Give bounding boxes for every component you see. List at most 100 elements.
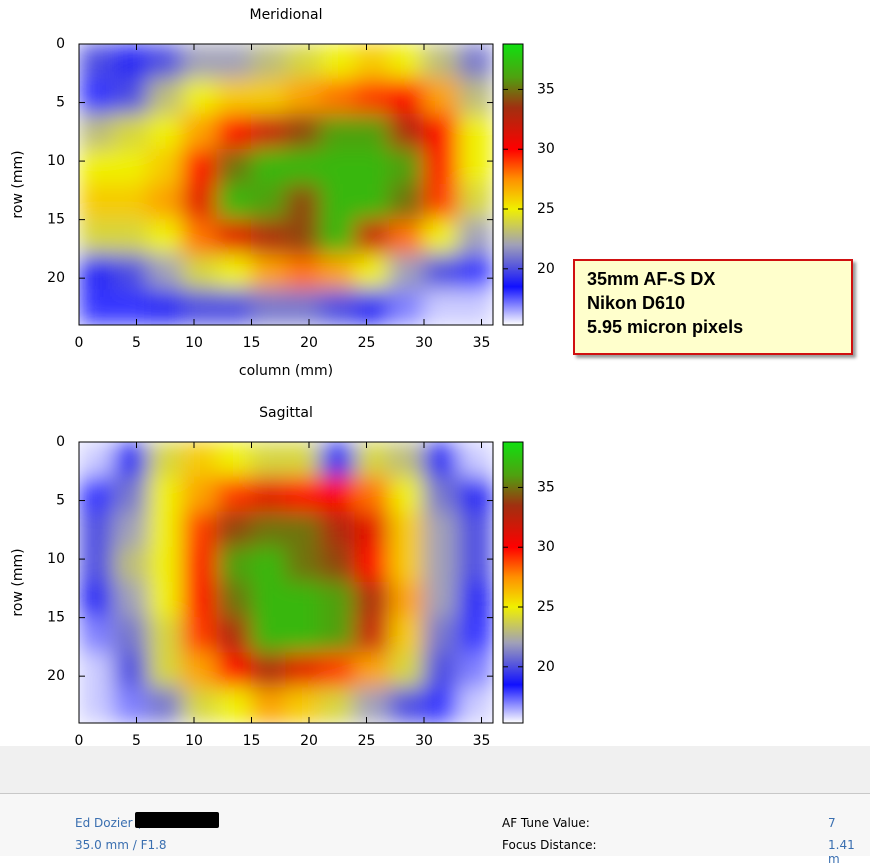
y-axis-label: row (mm): [10, 548, 26, 616]
x-tick-label: 30: [415, 335, 433, 351]
heat-cell: [79, 148, 114, 185]
heat-cell: [147, 289, 183, 325]
heat-cell: [423, 687, 459, 723]
heat-cell: [458, 289, 493, 325]
heat-cell: [251, 442, 287, 478]
heat-cell: [285, 546, 321, 583]
heat-cell: [354, 546, 390, 583]
charts: Meridional 0 5 10 15 20 25 30 35 0 5 10 15 20 column (…: [10, 7, 555, 746]
y-tick-label: 5: [56, 493, 65, 509]
heat-cell: [182, 476, 218, 513]
heat-cell: [389, 652, 425, 689]
heat-cell: [147, 184, 183, 221]
heat-cell: [285, 442, 321, 478]
heat-cell: [389, 113, 425, 150]
heat-cell: [79, 254, 114, 291]
heat-cell: [113, 254, 149, 291]
heat-cell: [147, 511, 183, 548]
heat-cell: [458, 476, 493, 513]
heat-cell: [320, 442, 356, 478]
heat-cell: [285, 113, 321, 150]
heat-cell: [354, 148, 390, 185]
focus-distance-value: 1.41 m: [828, 838, 855, 866]
heat-cell: [251, 254, 287, 291]
heat-cell: [389, 582, 425, 619]
heat-cell: [79, 511, 114, 548]
annotation-line: 35mm AF-S DX: [587, 269, 716, 289]
heat-cell: [389, 78, 425, 115]
x-tick-label: 10: [185, 335, 203, 351]
colorbar-tick-label: 20: [537, 261, 555, 277]
heat-cell: [458, 511, 493, 548]
heat-cell: [79, 442, 114, 478]
heat-cell: [251, 219, 287, 256]
redaction: [135, 812, 219, 828]
heat-cell: [320, 289, 356, 325]
heat-cell: [458, 44, 493, 80]
heat-cell: [113, 219, 149, 256]
heat-cell: [182, 219, 218, 256]
heat-cell: [389, 148, 425, 185]
heat-cell: [389, 219, 425, 256]
heat-cell: [389, 476, 425, 513]
heat-cell: [79, 476, 114, 513]
heat-cell: [423, 78, 459, 115]
heat-cell: [354, 113, 390, 150]
x-tick-label: 25: [358, 733, 376, 746]
heat-cell: [113, 44, 149, 80]
y-tick-label: 15: [47, 610, 65, 626]
x-tick-label: 25: [358, 335, 376, 351]
heat-cell: [458, 546, 493, 583]
heat-cell: [182, 254, 218, 291]
y-tick-label: 15: [47, 212, 65, 228]
heat-cell: [216, 442, 252, 478]
x-tick-label: 35: [473, 335, 491, 351]
heat-cell: [216, 289, 252, 325]
heat-cell: [79, 113, 114, 150]
heat-cell: [113, 184, 149, 221]
y-tick-label: 10: [47, 153, 65, 169]
heat-cell: [182, 582, 218, 619]
heat-cell: [79, 44, 114, 80]
colorbar-tick-label: 35: [537, 81, 555, 97]
heat-cell: [79, 289, 114, 325]
heat-cell: [389, 289, 425, 325]
heat-cell: [285, 78, 321, 115]
heat-cell: [423, 219, 459, 256]
footer: Ed Dozier ( 35.0 mm / F1.8 AF Tune Value…: [0, 794, 870, 866]
heat-cell: [423, 582, 459, 619]
heat-cell: [182, 511, 218, 548]
heat-cell: [320, 476, 356, 513]
heat-cell: [147, 617, 183, 654]
heat-cell: [182, 184, 218, 221]
colorbar: [502, 43, 524, 326]
chart-title: Sagittal: [259, 405, 313, 421]
heat-cell: [216, 44, 252, 80]
heat-cell: [458, 687, 493, 723]
annotation-line: 5.95 micron pixels: [587, 317, 744, 337]
heat-cell: [458, 582, 493, 619]
heat-cell: [320, 113, 356, 150]
heat-cell: [79, 546, 114, 583]
heat-cell: [285, 617, 321, 654]
heat-cell: [182, 687, 218, 723]
heatmap-cells: [79, 442, 493, 723]
x-tick-label: 35: [473, 733, 491, 746]
x-tick-label: 5: [132, 335, 141, 351]
heat-cell: [79, 219, 114, 256]
heat-cell: [458, 113, 493, 150]
heat-cell: [182, 78, 218, 115]
heat-cell: [113, 617, 149, 654]
heat-cell: [389, 254, 425, 291]
heat-cell: [320, 617, 356, 654]
toolbar-band: [0, 746, 870, 794]
plot-frame: [78, 43, 494, 326]
heat-cell: [251, 184, 287, 221]
x-tick-label: 5: [132, 733, 141, 746]
heat-cell: [389, 44, 425, 80]
heat-cell: [423, 44, 459, 80]
heat-cell: [320, 652, 356, 689]
heat-cell: [354, 184, 390, 221]
heat-cell: [389, 184, 425, 221]
